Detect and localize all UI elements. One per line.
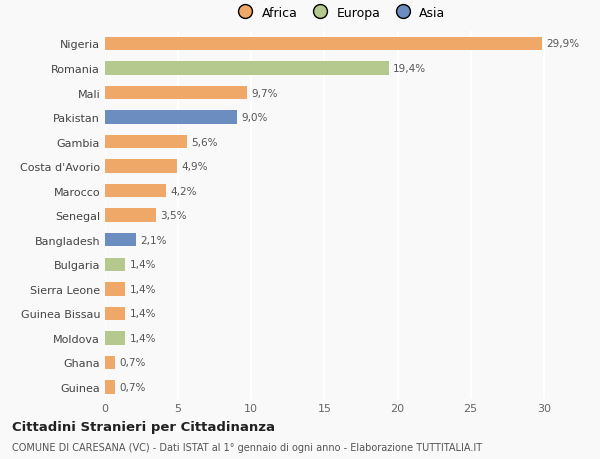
- Bar: [105, 160, 176, 174]
- Text: 1,4%: 1,4%: [130, 333, 157, 343]
- Text: 2,1%: 2,1%: [140, 235, 167, 245]
- Bar: [105, 356, 115, 369]
- Text: 0,7%: 0,7%: [119, 382, 146, 392]
- Bar: [105, 87, 247, 100]
- Text: 29,9%: 29,9%: [547, 39, 580, 50]
- Text: 4,9%: 4,9%: [181, 162, 208, 172]
- Text: 1,4%: 1,4%: [130, 284, 157, 294]
- Bar: [105, 62, 389, 76]
- Bar: [105, 185, 166, 198]
- Bar: [105, 258, 125, 271]
- Text: 5,6%: 5,6%: [191, 137, 218, 147]
- Text: 19,4%: 19,4%: [393, 64, 426, 74]
- Text: 1,4%: 1,4%: [130, 260, 157, 270]
- Bar: [105, 307, 125, 320]
- Legend: Africa, Europa, Asia: Africa, Europa, Asia: [228, 2, 450, 25]
- Text: COMUNE DI CARESANA (VC) - Dati ISTAT al 1° gennaio di ogni anno - Elaborazione T: COMUNE DI CARESANA (VC) - Dati ISTAT al …: [12, 442, 482, 452]
- Bar: [105, 331, 125, 345]
- Text: 0,7%: 0,7%: [119, 358, 146, 368]
- Bar: [105, 38, 542, 51]
- Text: Cittadini Stranieri per Cittadinanza: Cittadini Stranieri per Cittadinanza: [12, 420, 275, 433]
- Text: 9,7%: 9,7%: [251, 88, 278, 98]
- Bar: [105, 381, 115, 394]
- Text: 1,4%: 1,4%: [130, 308, 157, 319]
- Bar: [105, 111, 236, 124]
- Text: 3,5%: 3,5%: [161, 211, 187, 221]
- Bar: [105, 135, 187, 149]
- Bar: [105, 282, 125, 296]
- Text: 4,2%: 4,2%: [171, 186, 197, 196]
- Bar: [105, 234, 136, 247]
- Bar: [105, 209, 156, 223]
- Text: 9,0%: 9,0%: [241, 113, 268, 123]
